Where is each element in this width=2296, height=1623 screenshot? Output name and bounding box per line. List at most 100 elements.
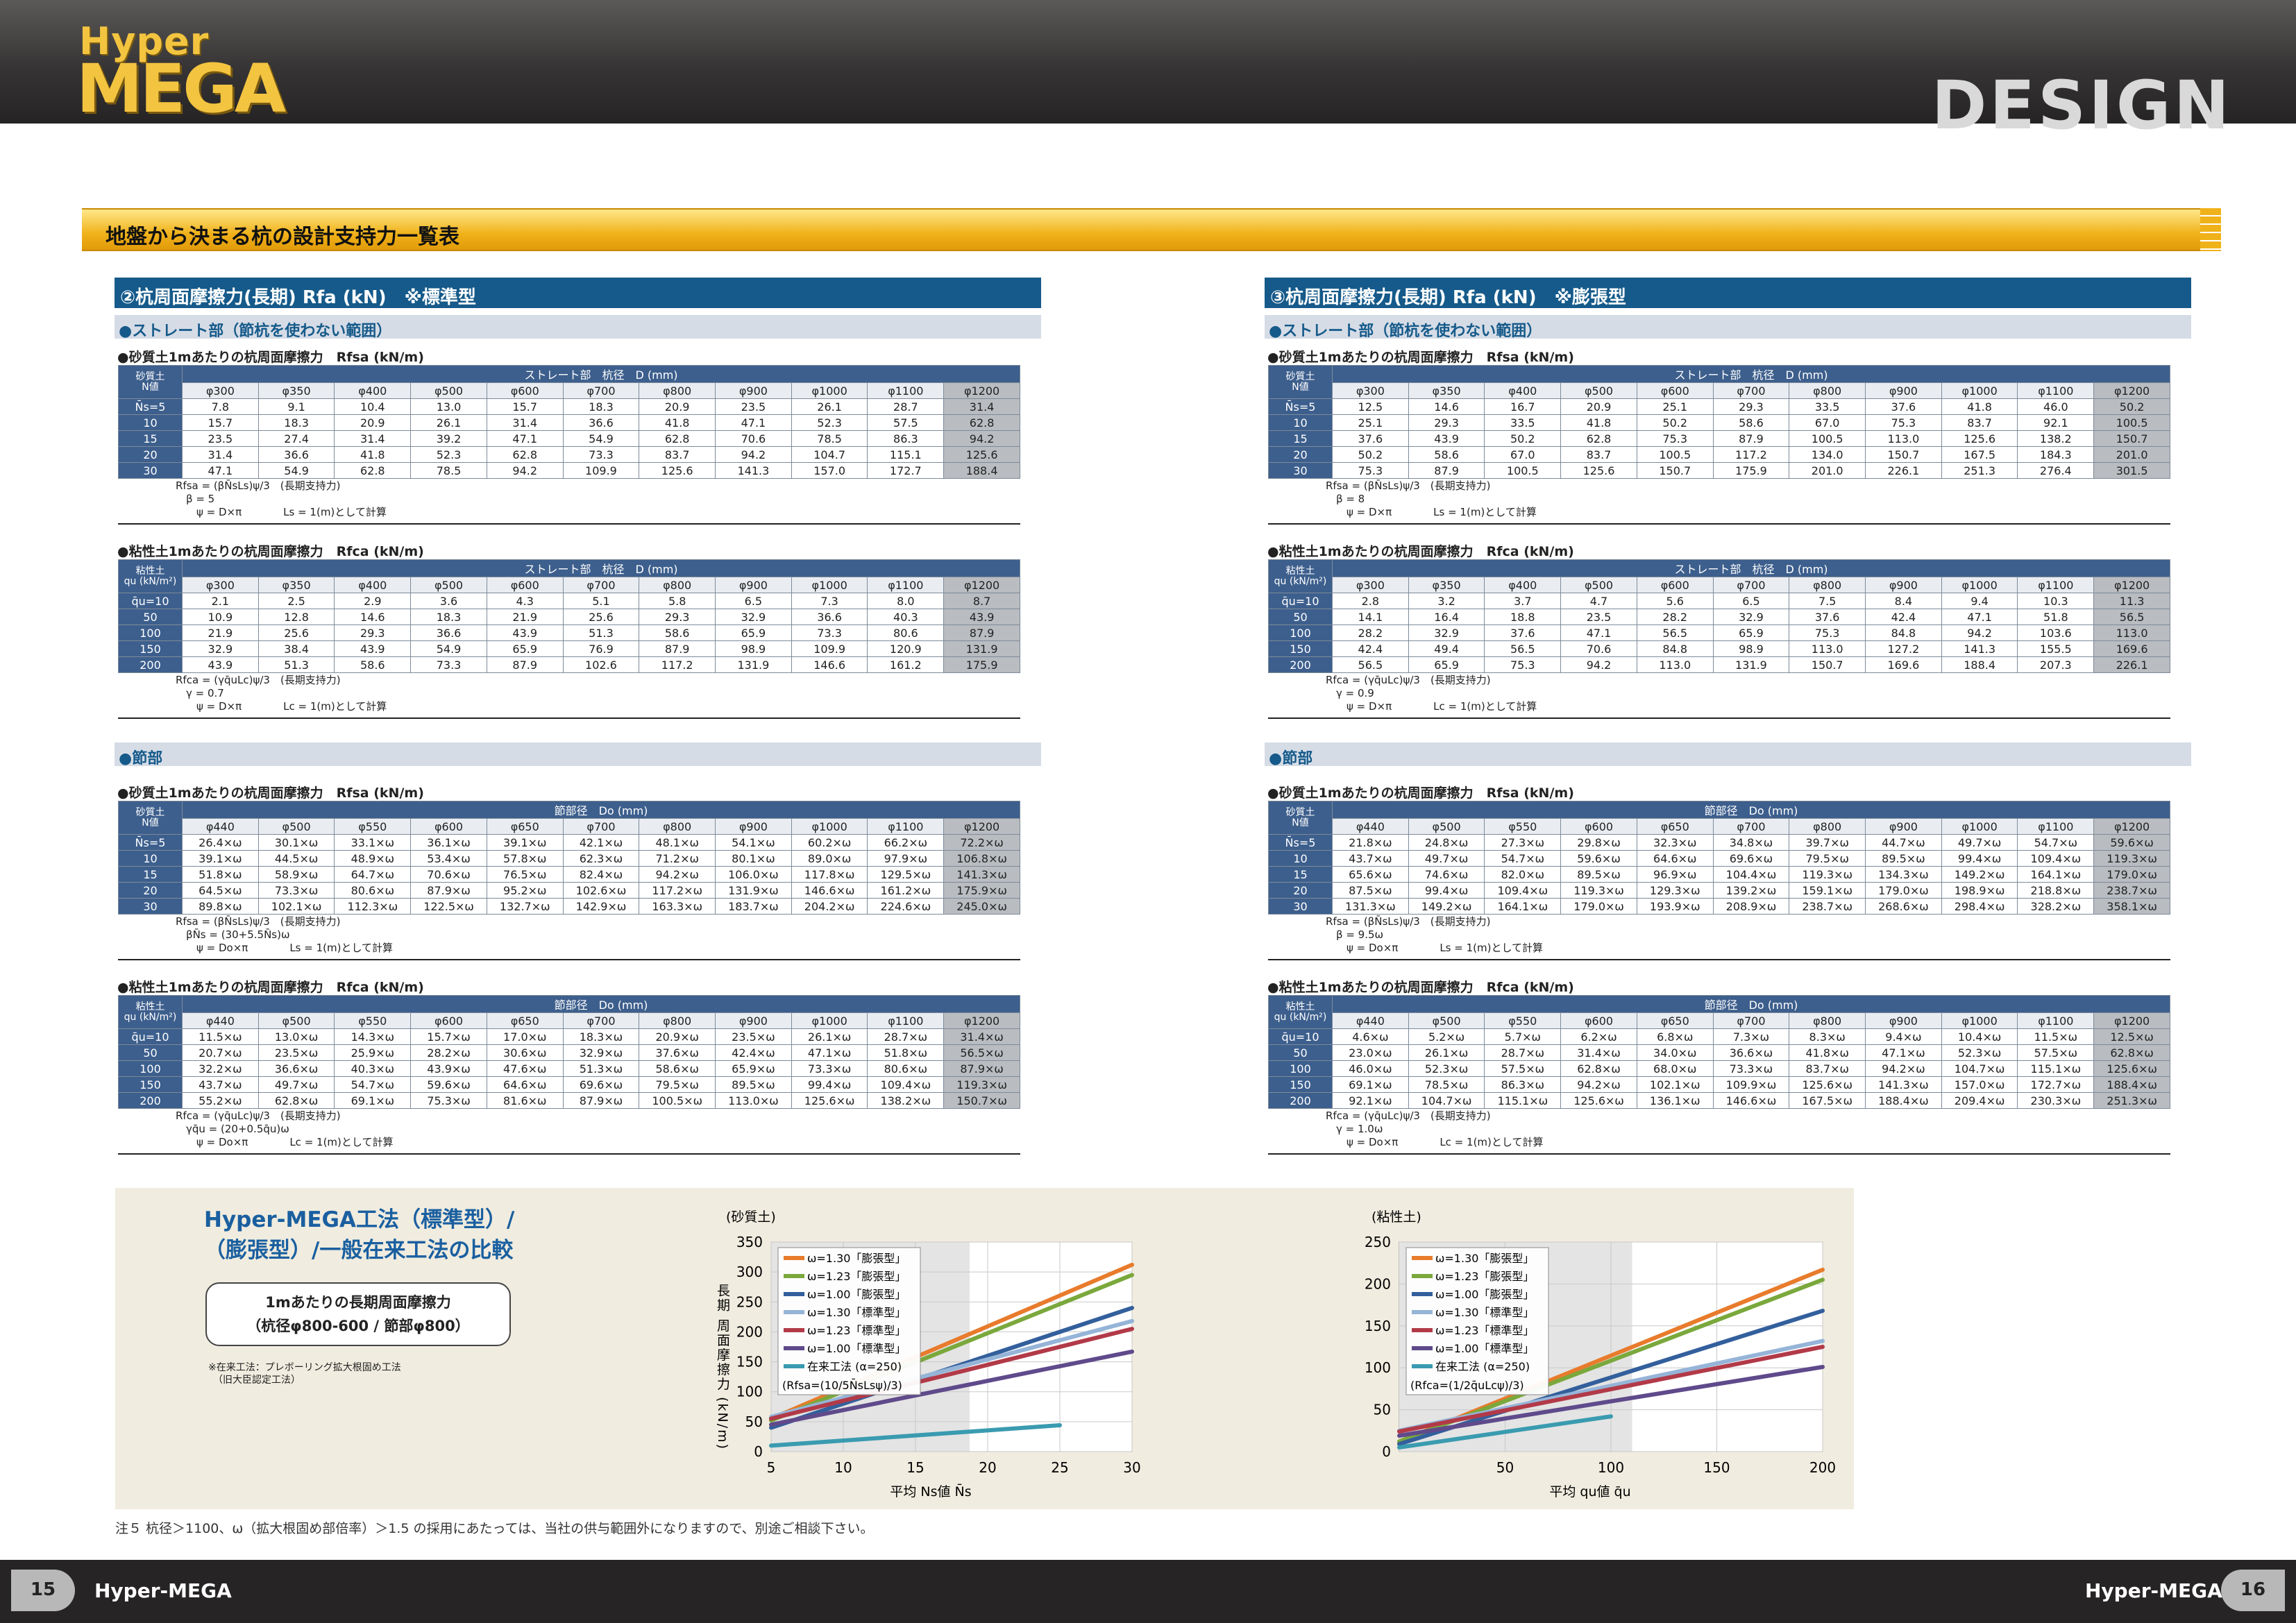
column-header: φ500 (258, 1012, 335, 1029)
x-tick-label: 20 (979, 1459, 996, 1476)
table-cell: 96.9×ω (1636, 866, 1714, 883)
table-cell: 198.9×ω (1941, 882, 2018, 899)
table-cell: 132.7×ω (486, 898, 564, 915)
table-cell: 21.9 (486, 609, 564, 625)
table-cell: 51.3×ω (562, 1060, 640, 1077)
footer-bar (0, 1560, 2296, 1623)
column-header: φ800 (639, 577, 716, 593)
table-cell: 62.8 (334, 462, 412, 479)
table-cell: 69.1×ω (1332, 1076, 1409, 1093)
table-cell: 52.3×ω (1941, 1044, 2018, 1061)
table-cell: 42.4 (1865, 609, 1942, 625)
table-cell: 102.1×ω (1636, 1076, 1714, 1093)
table-row: 10 15.7 18.3 20.9 26.1 31.4 36.6 41.8 47.1 52.3 57… (118, 414, 1020, 431)
table-row: 20 50.2 58.6 67.0 83.7 100.5 117.2 134.0 150.7 16… (1268, 446, 2170, 463)
table-cell: 4.3 (486, 593, 564, 609)
friction-table: 砂質土 N値 ストレート部 杭径 D (mm) φ300 φ350 φ400 φ500 φ60… (1268, 365, 2170, 479)
table-row: 200 55.2×ω 62.8×ω 69.1×ω 75.3×ω 81.6×ω 87.9×ω 1… (118, 1092, 1020, 1109)
row-label: 200 (118, 1092, 183, 1109)
table-cell: 183.7×ω (715, 898, 792, 915)
column-header: φ700 (562, 1012, 640, 1029)
column-group-header: 節部径 Do (mm) (1332, 801, 2170, 819)
legend-label: ω=1.00「標準型」 (807, 1342, 906, 1355)
table-cell: 10.4×ω (1941, 1028, 2018, 1045)
row-label: 15 (1268, 866, 1333, 883)
table-cell: 117.2 (1712, 446, 1790, 463)
table-cell: 59.6×ω (2093, 834, 2170, 851)
row-header-line2: N値 (1292, 817, 1309, 829)
column-header: φ900 (715, 818, 792, 835)
column-header: φ550 (1484, 1012, 1562, 1029)
table-cell: 51.3 (562, 624, 640, 641)
table-row: 20 87.5×ω 99.4×ω 109.4×ω 119.3×ω 129.3×ω 139.2… (1268, 882, 2170, 899)
table-block-clay-str: ●粘性土1mあたりの杭周面摩擦力 Rfca (kN/m) 粘性土 qu (kN/m²… (115, 541, 1041, 719)
formula-text: Rfca = (γq̄uLc)ψ/3 (長期支持力) γ = 0.9 ψ = D… (1326, 674, 1537, 713)
column-header: φ1100 (867, 577, 945, 593)
table-cell: 32.9×ω (562, 1044, 640, 1061)
column-header: φ700 (1712, 577, 1790, 593)
table-cell: 42.4×ω (715, 1044, 792, 1061)
table-cell: 139.2×ω (1712, 882, 1790, 899)
table-row: q̄u=10 2.1 2.5 2.9 3.6 4.3 5.1 5.8 6.5 7.3 8.0 8.7 (118, 593, 1020, 609)
table-cell: 238.7×ω (2093, 882, 2170, 899)
table-cell: 46.0×ω (1332, 1060, 1409, 1077)
table-cell: 28.7×ω (1484, 1044, 1562, 1061)
table-cell: 18.3 (258, 414, 335, 431)
hyper-mega-logo: Hyper MEGA (76, 19, 286, 128)
row-header-line2: N値 (142, 817, 159, 829)
table-cell: 54.9 (410, 640, 487, 657)
table-cell: 125.6 (1941, 430, 2018, 447)
table-cell: 94.2 (943, 430, 1020, 447)
table-cell: 113.0 (1636, 656, 1714, 673)
table-block-sand-str: ●砂質土1mあたりの杭周面摩擦力 Rfsa (kN/m) 砂質土 N値 ストレート部 … (115, 347, 1041, 525)
y-tick-label: 200 (1365, 1275, 1391, 1292)
table-cell: 2.1 (182, 593, 259, 609)
table-header-row: 砂質土 N値 ストレート部 杭径 D (mm) (118, 365, 1020, 399)
table-cell: 230.3×ω (2017, 1092, 2095, 1109)
column-header: φ1000 (791, 382, 868, 399)
column-group-header: 節部径 Do (mm) (1332, 995, 2170, 1013)
table-block-sand-str: ●砂質土1mあたりの杭周面摩擦力 Rfsa (kN/m) 砂質土 N値 ストレート部 … (1265, 347, 2191, 525)
table-cell: 172.7 (867, 462, 945, 479)
table-cell: 102.1×ω (258, 898, 335, 915)
y-tick-label: 200 (736, 1323, 763, 1340)
table-cell: 32.3×ω (1636, 834, 1714, 851)
table-cell: 13.0×ω (258, 1028, 335, 1045)
row-label: 20 (1268, 882, 1333, 899)
legend-label: ω=1.23「膨張型」 (807, 1270, 906, 1283)
column-header: φ1000 (791, 818, 868, 835)
table-subheader-row: φ300 φ350 φ400 φ500 φ600 φ700 φ800 φ900 φ1000 φ11… (1269, 382, 2170, 399)
y-tick-label: 250 (736, 1293, 763, 1310)
table-cell: 69.6×ω (1712, 850, 1790, 867)
row-label: 150 (1268, 1076, 1333, 1093)
table-cell: 102.6 (562, 656, 640, 673)
table-cell: 119.3×ω (2093, 850, 2170, 867)
table-row: 100 32.2×ω 36.6×ω 40.3×ω 43.9×ω 47.6×ω 51.3×ω 5… (118, 1060, 1020, 1077)
table-cell: 54.9 (562, 430, 640, 447)
table-cell: 146.6 (791, 656, 868, 673)
table-cell: 10.3 (2017, 593, 2095, 609)
table-row: q̄u=10 2.8 3.2 3.7 4.7 5.6 6.5 7.5 8.4 9.4 10.3 11.… (1268, 593, 2170, 609)
table-cell: 125.6×ω (791, 1092, 868, 1109)
legend-note: (Rfsa=(10/5N̄sLsψ)/3) (782, 1379, 902, 1392)
table-cell: 62.8 (1560, 430, 1637, 447)
table-subheader-row: φ440 φ500 φ550 φ600 φ650 φ700 φ800 φ900 φ1000 φ11… (119, 1012, 1020, 1029)
table-cell: 32.9 (1408, 624, 1485, 641)
table-cell: 41.8 (1941, 398, 2018, 415)
column-header: φ500 (410, 577, 487, 593)
table-cell: 57.5×ω (1484, 1060, 1562, 1077)
table-cell: 39.1×ω (182, 850, 259, 867)
x-tick-label: 150 (1703, 1459, 1730, 1476)
y-axis-label: 長期 周面摩擦力 (kN/m) (715, 1284, 730, 1450)
table-cell: 193.9×ω (1636, 898, 1714, 915)
table-cell: 109.9 (791, 640, 868, 657)
column-header: φ1200 (943, 1012, 1020, 1029)
table-cell: 131.9 (943, 640, 1020, 657)
footer-brand-left: Hyper-MEGA (94, 1579, 232, 1602)
table-cell: 65.9 (486, 640, 564, 657)
table-cell: 164.1×ω (1484, 898, 1562, 915)
table-cell: 57.5 (867, 414, 945, 431)
column-header: φ1000 (791, 577, 868, 593)
table-cell: 73.3 (410, 656, 487, 673)
table-cell: 102.6×ω (562, 882, 640, 899)
